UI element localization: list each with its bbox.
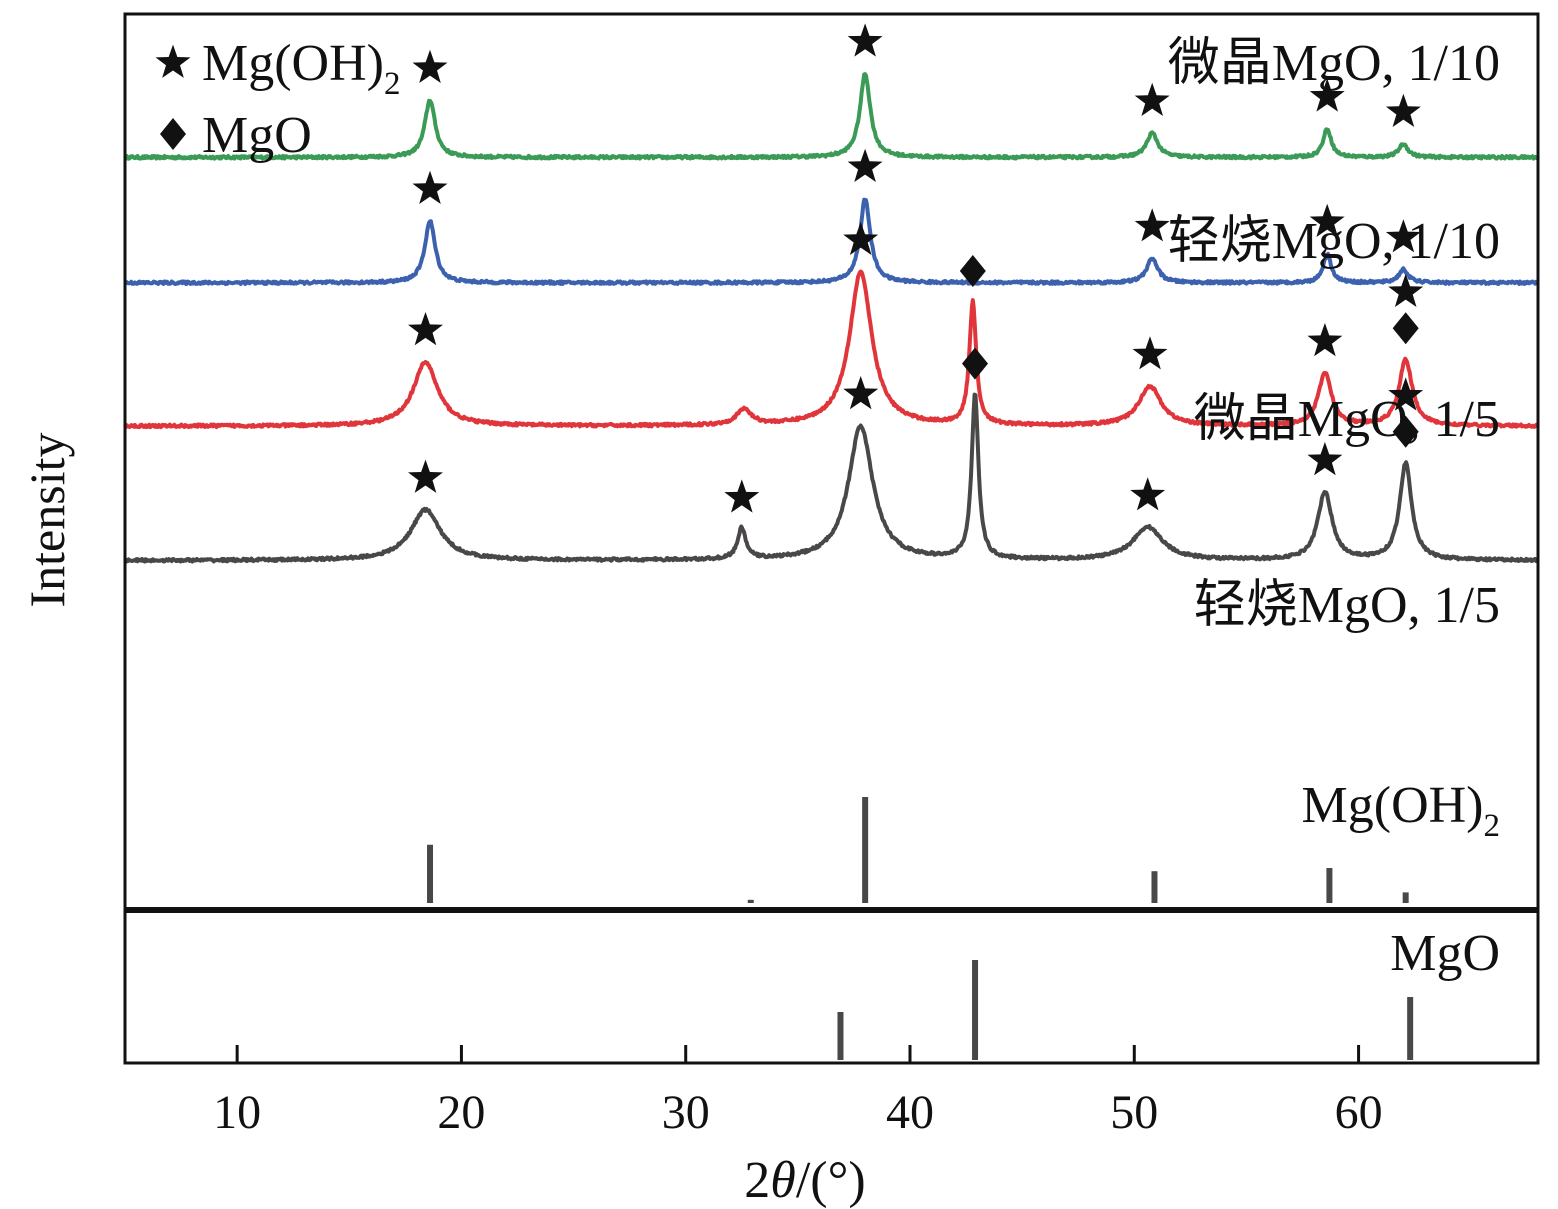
peak-star-icon [412, 49, 448, 84]
x-tick-label: 60 [1335, 1086, 1383, 1139]
x-tick-label: 50 [1110, 1086, 1158, 1139]
peak-star-icon [1385, 93, 1421, 128]
legend-star-icon [155, 44, 191, 78]
x-axis-label-num: 2 [744, 1152, 770, 1209]
peak-star-icon [1309, 203, 1345, 238]
peak-star-icon [1385, 219, 1421, 253]
x-axis-label-theta: θ [770, 1152, 796, 1209]
x-axis-label: 2θ/(°) [744, 1152, 865, 1209]
peak-star-icon [1134, 208, 1170, 242]
peak-star-icon [1388, 377, 1424, 411]
reference-label-mgoh2-main: Mg(OH) [1302, 777, 1484, 834]
x-axis-ticks: 10 20 30 40 50 60 [213, 1045, 1383, 1139]
peak-diamond-icon [1392, 415, 1419, 448]
peak-star-icon [1130, 477, 1166, 511]
peak-star-icon [412, 170, 448, 205]
reference-label-mgoh2-sub: 2 [1484, 808, 1501, 844]
peak-star-icon [724, 479, 760, 513]
peak-star-icon [408, 459, 443, 493]
x-tick-label: 40 [886, 1086, 934, 1139]
legend-label-mgoh2: Mg(OH)2 [202, 35, 400, 102]
peak-markers [408, 23, 1424, 513]
peak-star-icon [1134, 82, 1170, 117]
peak-star-icon [1309, 78, 1345, 112]
series-label-0: 微晶MgO, 1/10 [1168, 35, 1500, 92]
plot-frame [123, 12, 1540, 1065]
x-axis-label-unit: /(°) [796, 1152, 866, 1209]
reference-patterns [427, 797, 1414, 1060]
series-layer [123, 72, 1540, 564]
legend-label-mgoh2-sub: 2 [384, 66, 401, 102]
reference-label-mgo: MgO [1390, 925, 1500, 982]
series-labels: 微晶MgO, 1/10 轻烧MgO, 1/10 微晶MgO, 1/5 轻烧MgO, 1… [1168, 35, 1500, 982]
peak-star-icon [1388, 273, 1424, 308]
series-label-2: 微晶MgO, 1/5 [1194, 391, 1500, 448]
series-line-3 [123, 392, 1540, 564]
peak-star-icon [1132, 336, 1168, 370]
peak-diamond-icon [959, 255, 986, 287]
peak-star-icon [843, 221, 879, 256]
reference-label-mgoh2: Mg(OH)2 [1302, 777, 1500, 844]
x-tick-label: 10 [213, 1086, 261, 1139]
series-label-1: 轻烧MgO, 1/10 [1168, 213, 1500, 270]
series-line-1 [123, 197, 1540, 286]
y-axis-label: Intensity [19, 433, 75, 608]
series-label-3: 轻烧MgO, 1/5 [1194, 577, 1500, 634]
x-tick-label: 20 [437, 1086, 485, 1139]
legend-label-mgoh2-main: Mg(OH) [202, 35, 384, 92]
legend-diamond-icon [160, 118, 186, 150]
legend-label-mgo: MgO [202, 107, 312, 164]
series-line-2 [123, 269, 1540, 430]
peak-diamond-icon [1392, 312, 1419, 345]
peak-star-icon [843, 376, 879, 410]
x-tick-label: 30 [662, 1086, 710, 1139]
peak-star-icon [1307, 323, 1343, 357]
peak-star-icon [1307, 442, 1343, 476]
peak-star-icon [847, 23, 883, 57]
peak-star-icon [408, 312, 443, 346]
peak-star-icon [847, 148, 883, 183]
legend: Mg(OH)2 MgO [155, 35, 400, 164]
peak-diamond-icon [962, 347, 988, 380]
series-line-0 [123, 72, 1540, 161]
